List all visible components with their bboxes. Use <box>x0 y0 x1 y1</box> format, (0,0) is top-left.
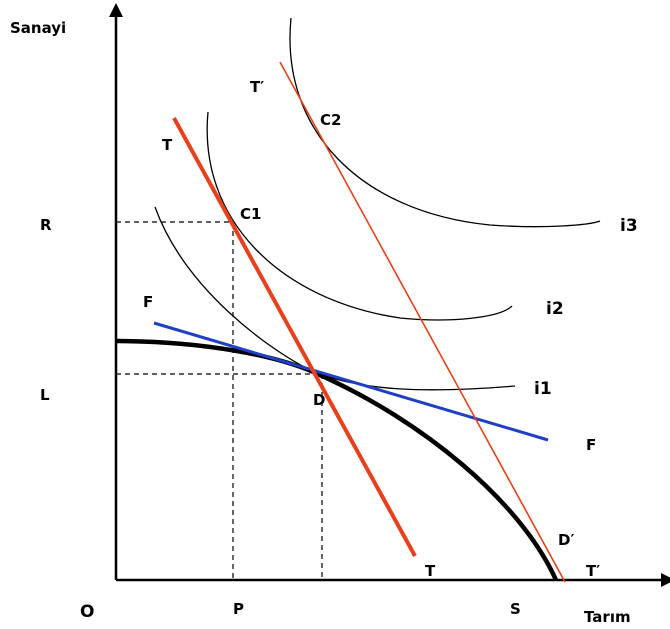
label-t-bottom: T <box>425 562 436 580</box>
label-d-prime: D′ <box>558 531 574 549</box>
label-p: P <box>233 600 244 618</box>
t-prime-line <box>279 61 566 583</box>
label-t-prime-top: T′ <box>250 78 264 96</box>
label-d: D <box>313 391 325 409</box>
label-f-right: F <box>586 436 596 454</box>
y-axis-label: Sanayi <box>10 19 66 37</box>
curve-i1 <box>154 206 516 391</box>
label-l: L <box>40 386 50 404</box>
label-f-left: F <box>143 293 153 311</box>
label-i2: i2 <box>546 299 564 319</box>
label-s: S <box>510 600 521 618</box>
label-t-prime-bottom: T′ <box>586 562 600 580</box>
label-r: R <box>40 216 52 234</box>
label-i3: i3 <box>620 216 638 236</box>
ppf-curve <box>115 338 559 581</box>
curve-i3 <box>289 17 601 228</box>
t-line <box>172 117 417 557</box>
x-axis-label: Tarım <box>584 608 631 626</box>
label-i1: i1 <box>534 379 552 399</box>
label-t-top: T <box>162 136 173 154</box>
label-c2: C2 <box>320 111 341 129</box>
label-c1: C1 <box>240 205 261 223</box>
origin-label: O <box>80 602 94 622</box>
curve-i2 <box>206 111 513 321</box>
f-line <box>153 321 549 442</box>
guide-lines <box>116 221 323 580</box>
